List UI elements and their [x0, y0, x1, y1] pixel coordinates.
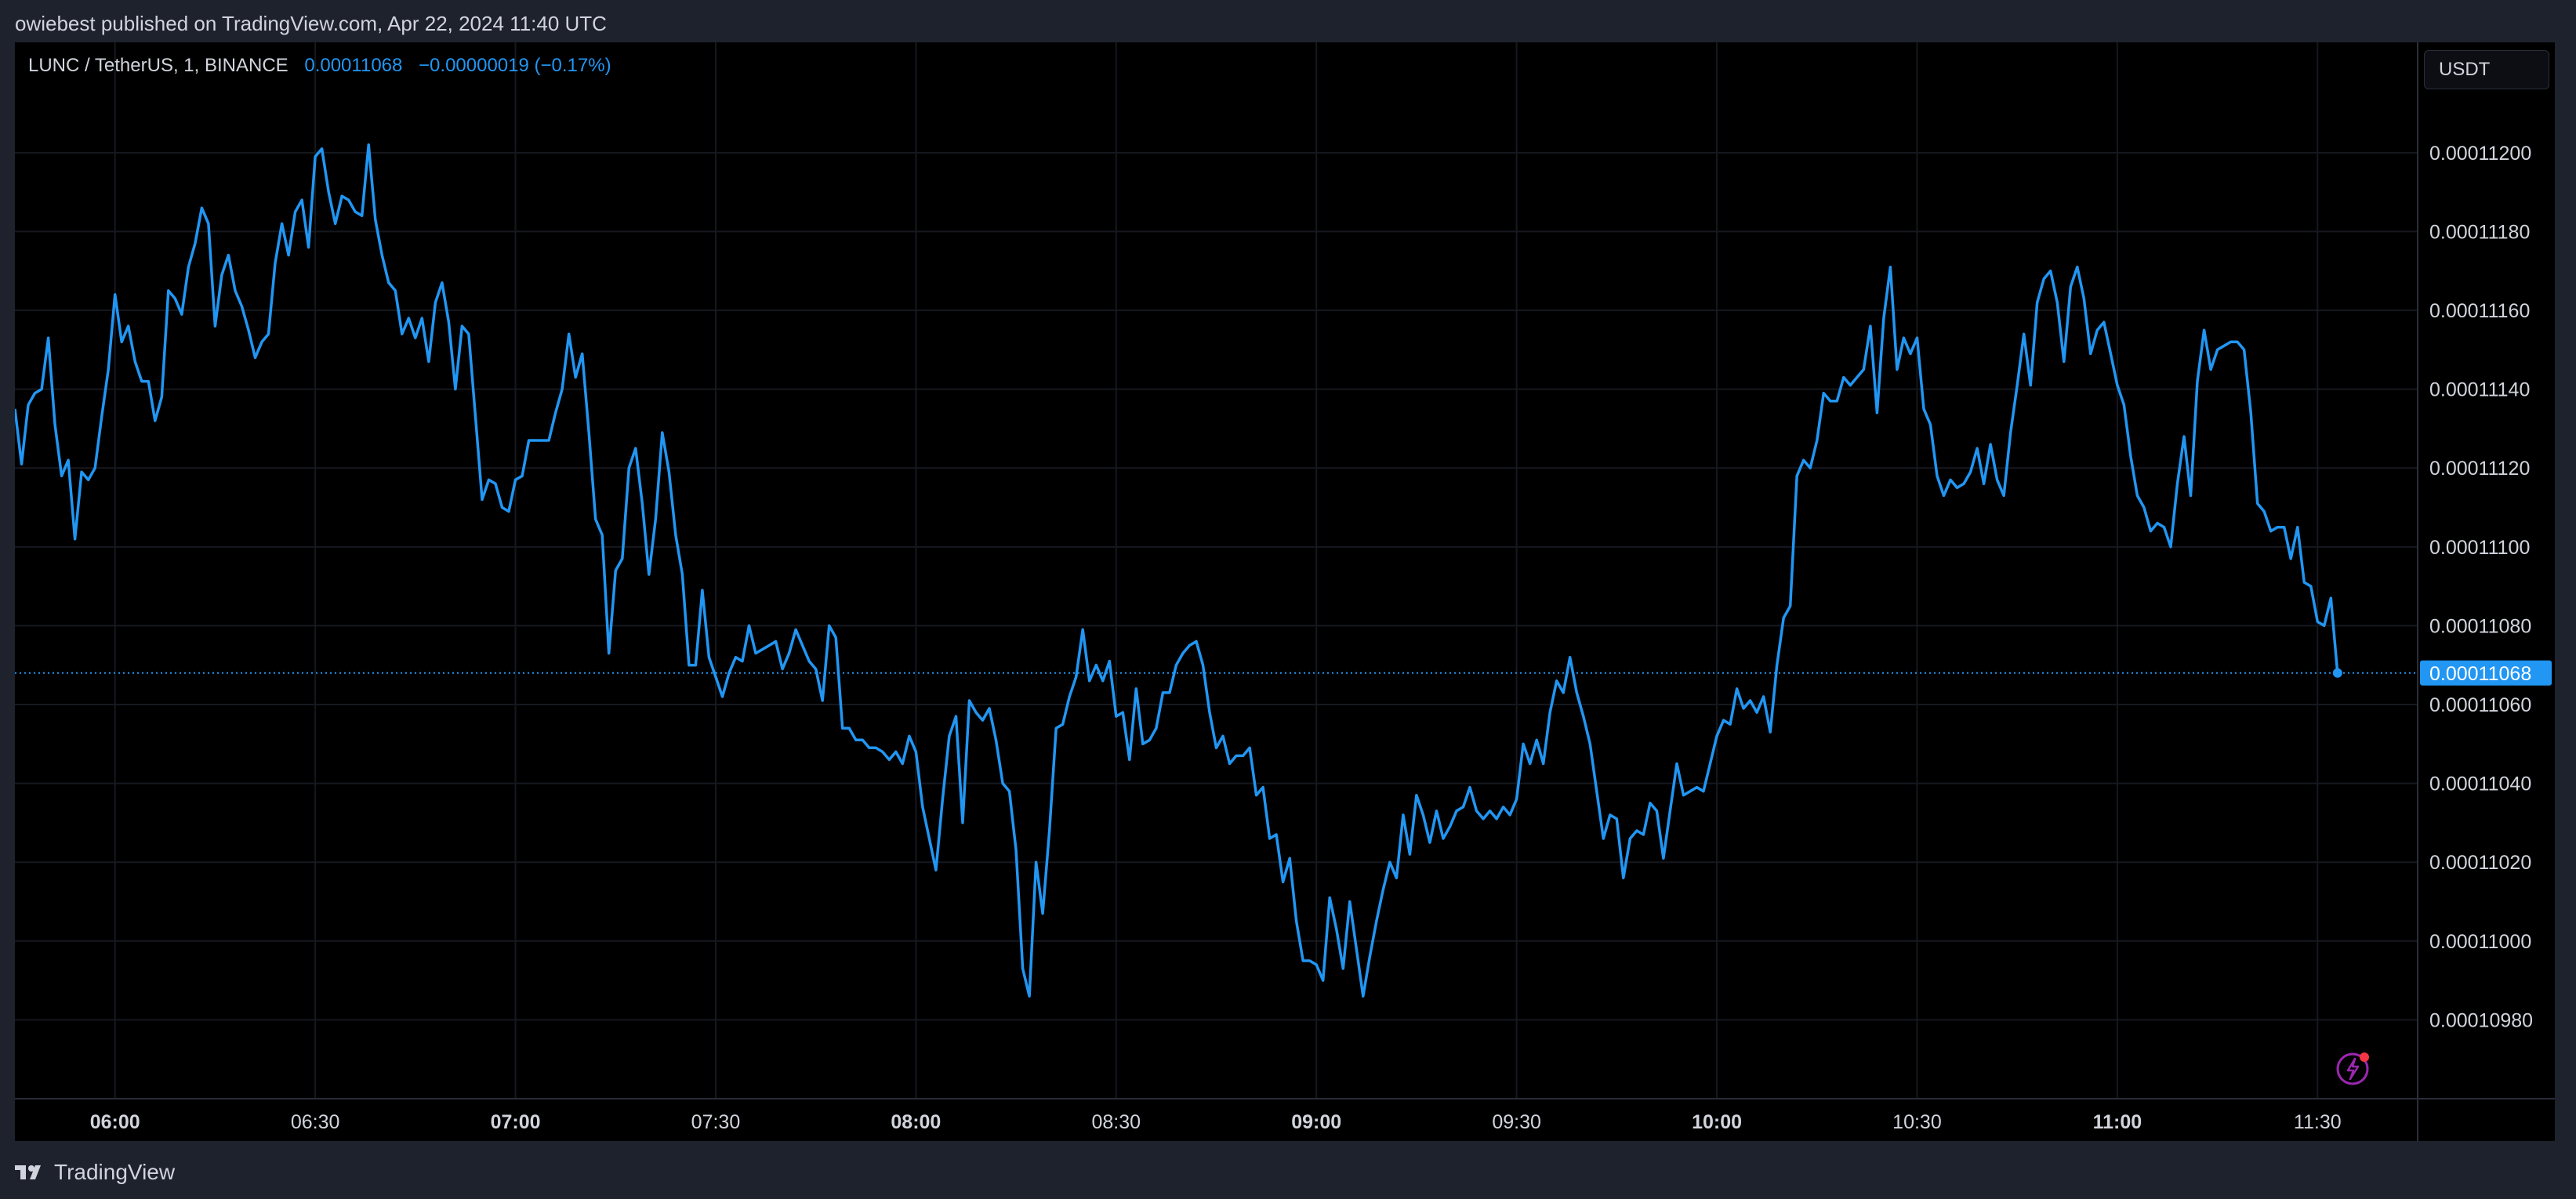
- x-tick-label: 09:00: [1291, 1111, 1341, 1133]
- axis-separators: [15, 42, 2555, 1141]
- y-tick-label: 0.00011140: [2429, 379, 2530, 401]
- publisher-line: owiebest published on TradingView.com, A…: [15, 12, 607, 35]
- x-tick-label: 06:00: [90, 1111, 140, 1133]
- flash-icon[interactable]: [2335, 1047, 2375, 1090]
- last-price-badge: [2420, 660, 2552, 686]
- x-tick-label: 08:00: [891, 1111, 941, 1133]
- tradingview-logo-icon: [15, 1165, 41, 1179]
- x-tick-label: 06:30: [291, 1111, 340, 1133]
- y-tick-label: 0.00011180: [2429, 221, 2530, 243]
- series-layer: [15, 143, 2418, 998]
- x-tick-label: 10:00: [1692, 1111, 1742, 1133]
- y-tick-label: 0.00011060: [2429, 694, 2531, 716]
- currency-button[interactable]: USDT: [2424, 50, 2549, 89]
- footer-brand[interactable]: TradingView: [54, 1160, 176, 1184]
- y-tick-label: 0.00011000: [2429, 931, 2531, 953]
- y-tick-label: 0.00011120: [2429, 458, 2530, 480]
- x-tick-label: 11:00: [2093, 1111, 2142, 1133]
- x-tick-label: 07:30: [691, 1111, 741, 1133]
- price-series-line: [15, 143, 2339, 998]
- price-chart[interactable]: 0.00010980 0.00011000 0.00011020 0.00011040…: [15, 42, 2555, 1141]
- y-tick-label: 0.00011080: [2429, 615, 2531, 637]
- x-tick-label: 08:30: [1092, 1111, 1141, 1133]
- last-price-label: 0.00011068: [2429, 663, 2531, 685]
- y-tick-label: 0.00010980: [2429, 1009, 2533, 1031]
- legend-last-price: 0.00011068: [304, 55, 403, 76]
- grid: [15, 42, 2418, 1099]
- y-tick-label: 0.00011200: [2429, 143, 2531, 165]
- chart-frame[interactable]: 0.00010980 0.00011000 0.00011020 0.00011040…: [15, 42, 2555, 1141]
- y-tick-label: 0.00011100: [2429, 537, 2530, 559]
- y-tick-label: 0.00011160: [2429, 300, 2530, 322]
- y-tick-label: 0.00011040: [2429, 773, 2531, 795]
- y-axis: 0.00010980 0.00011000 0.00011020 0.00011040…: [2420, 143, 2552, 1031]
- legend-change: −0.00000019 (−0.17%): [419, 55, 611, 76]
- x-axis: 06:00 06:30 07:00 07:30 08:00 08:30 09:00 09:30…: [90, 1111, 2342, 1133]
- x-tick-label: 10:30: [1892, 1111, 1942, 1133]
- y-tick-label: 0.00011020: [2429, 852, 2531, 874]
- x-tick-label: 09:30: [1492, 1111, 1541, 1133]
- legend-symbol[interactable]: LUNC / TetherUS, 1, BINANCE: [28, 55, 288, 76]
- last-price-dot: [2332, 668, 2342, 678]
- symbol-legend: LUNC / TetherUS, 1, BINANCE 0.00011068 −…: [28, 53, 611, 78]
- x-tick-label: 07:00: [491, 1111, 541, 1133]
- x-tick-label: 11:30: [2294, 1111, 2342, 1133]
- footer: TradingView: [15, 1157, 175, 1188]
